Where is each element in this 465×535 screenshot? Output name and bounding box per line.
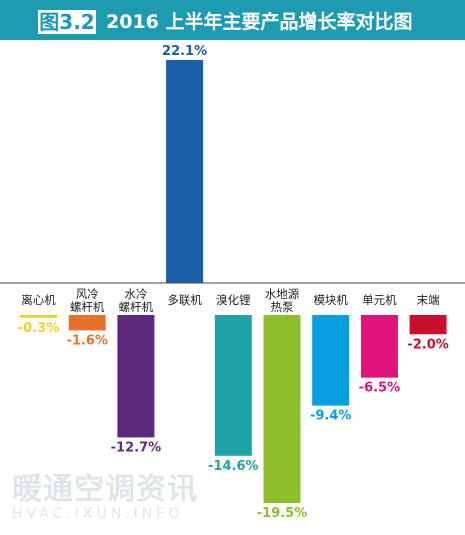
figure-number-badge: 图3.2 bbox=[36, 8, 98, 36]
value-label-3: 22.1% bbox=[162, 44, 207, 59]
bar-7 bbox=[360, 315, 398, 378]
category-label-3: 多联机 bbox=[167, 293, 202, 307]
value-label-4: -14.6% bbox=[208, 459, 259, 474]
bar-4 bbox=[214, 315, 252, 456]
category-label-4: 溴化锂 bbox=[216, 293, 251, 307]
watermark-line2: HVAC.IXUN.INFO bbox=[12, 506, 184, 522]
bar-1 bbox=[68, 315, 106, 331]
chart-title: 2016 上半年主要产品增长率对比图 bbox=[106, 11, 413, 33]
watermark: 暖通空调资讯 HVAC.IXUN.INFO bbox=[12, 472, 222, 523]
category-label-7: 单元机 bbox=[362, 293, 397, 307]
chart-header: 图3.2 2016 上半年主要产品增长率对比图 bbox=[0, 0, 465, 40]
value-label-1: -1.6% bbox=[66, 333, 107, 348]
category-label-1: 风冷螺杆机 bbox=[70, 287, 105, 314]
bar-2 bbox=[117, 315, 155, 438]
value-label-6: -9.4% bbox=[310, 409, 351, 424]
bar-6 bbox=[312, 315, 350, 406]
bar-0 bbox=[20, 315, 57, 318]
bar-3 bbox=[166, 60, 204, 283]
value-label-5: -19.5% bbox=[257, 506, 308, 521]
value-label-8: -2.0% bbox=[407, 337, 448, 352]
category-label-0: 离心机 bbox=[21, 293, 56, 307]
watermark-line1: 暖通空调资讯 bbox=[12, 472, 198, 507]
value-label-7: -6.5% bbox=[359, 381, 400, 396]
category-label-8: 末端 bbox=[417, 293, 440, 307]
bar-8 bbox=[409, 315, 447, 335]
category-label-5: 水地源热泵 bbox=[265, 287, 300, 314]
category-label-2: 水冷螺杆机 bbox=[119, 287, 154, 314]
value-label-0: -0.3% bbox=[18, 321, 59, 336]
value-label-2: -12.7% bbox=[111, 440, 162, 455]
bar-5 bbox=[263, 315, 301, 503]
category-label-6: 模块机 bbox=[313, 293, 348, 307]
